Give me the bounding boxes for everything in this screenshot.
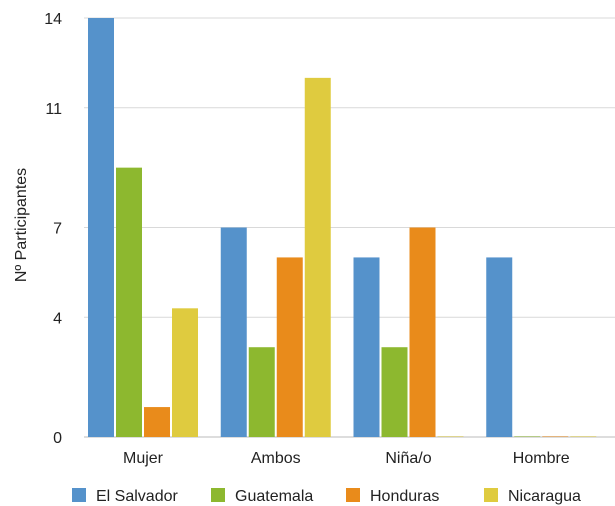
x-axis-categories: Mujer Ambos Niña/o Hombre: [123, 450, 570, 467]
legend-label-guatemala: Guatemala: [235, 488, 313, 505]
x-category-label: Hombre: [513, 450, 570, 467]
x-category-label: Mujer: [123, 450, 164, 467]
y-tick-label: 7: [53, 221, 62, 238]
bar-nicaragua-mujer: [172, 308, 198, 437]
bars: [88, 18, 597, 437]
bar-guatemala-mujer: [116, 167, 142, 437]
legend-label-honduras: Honduras: [370, 488, 439, 505]
bar-el-salvador-ni-a-o: [353, 257, 380, 437]
bar-nicaragua-ni-a-o: [437, 436, 464, 437]
bar-el-salvador-ambos: [220, 227, 247, 437]
x-category-label: Niña/o: [385, 450, 431, 467]
bar-honduras-ni-a-o: [409, 227, 436, 437]
legend: El Salvador Guatemala Honduras Nicaragua: [72, 488, 581, 505]
bar-guatemala-ni-a-o: [381, 347, 408, 437]
x-category-label: Ambos: [251, 450, 301, 467]
bar-el-salvador-mujer: [88, 18, 114, 437]
bar-nicaragua-hombre: [570, 436, 597, 437]
legend-swatch-nicaragua: [484, 488, 498, 502]
legend-swatch-honduras: [346, 488, 360, 502]
gridlines: [84, 17, 615, 438]
bar-guatemala-hombre: [514, 436, 541, 437]
bar-guatemala-ambos: [248, 347, 275, 437]
y-tick-label: 0: [53, 430, 62, 447]
bar-el-salvador-hombre: [486, 257, 513, 437]
legend-label-el-salvador: El Salvador: [96, 488, 178, 505]
legend-swatch-el-salvador: [72, 488, 86, 502]
y-tick-label: 11: [45, 101, 62, 118]
y-axis-ticks: 0 4 7 11 14: [44, 11, 62, 447]
bar-honduras-hombre: [542, 436, 569, 437]
y-tick-label: 4: [53, 310, 62, 327]
y-tick-label: 14: [44, 11, 62, 28]
y-axis-title: Nº Participantes: [13, 168, 30, 282]
bar-honduras-mujer: [144, 407, 170, 437]
bar-nicaragua-ambos: [304, 77, 331, 437]
bar-honduras-ambos: [276, 257, 303, 437]
legend-label-nicaragua: Nicaragua: [508, 488, 581, 505]
legend-swatch-guatemala: [211, 488, 225, 502]
